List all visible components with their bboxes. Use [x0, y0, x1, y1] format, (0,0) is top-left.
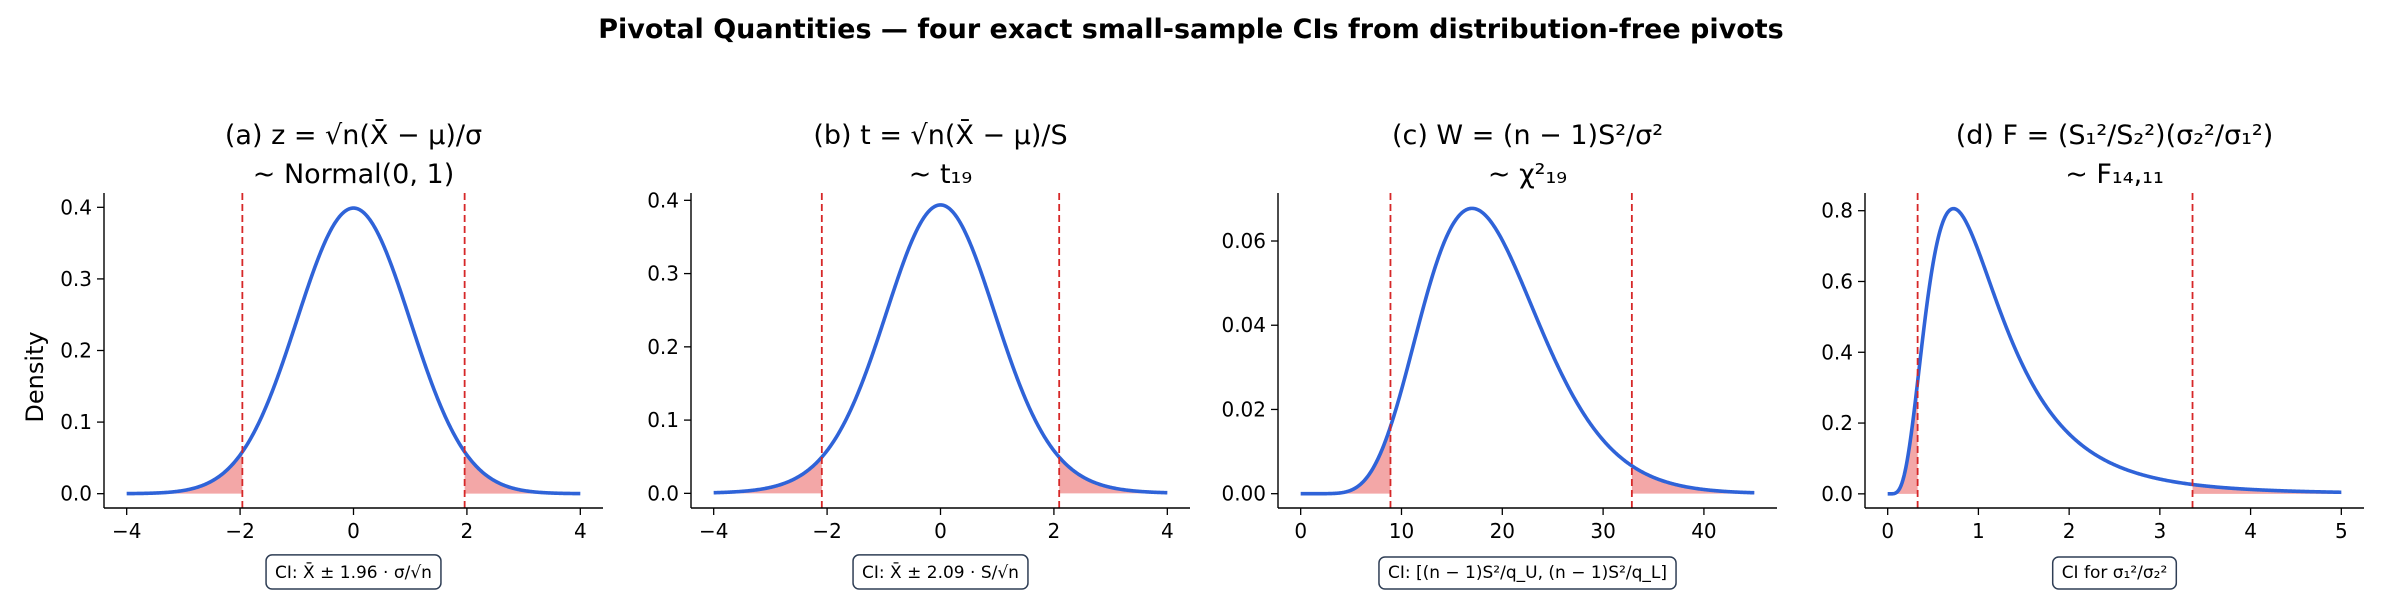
panel-distribution-a: ~ Normal(0, 1) [253, 159, 455, 190]
right-tail-area [1059, 457, 1168, 494]
x-tick-label: 3 [2153, 519, 2166, 543]
ci-caption-d: CI for σ₁²/σ₂² [2062, 563, 2168, 583]
y-tick-label: 0.0 [60, 482, 92, 506]
density-curve [712, 203, 1169, 495]
panel-c: (c) W = (n − 1)S²/σ² ~ χ²₁₉ 0 10 20 30 40 0.00 0… [1221, 120, 1777, 590]
y-tick-label: 0.0 [647, 481, 679, 505]
density-curve [1886, 206, 2343, 496]
y-tick-label: 0.0 [1821, 482, 1853, 506]
ci-caption-box-b [852, 554, 1029, 590]
ci-caption-box-d [2051, 556, 2178, 590]
panel-title-a: (a) z = √n(X̄ − μ)/σ [225, 119, 482, 151]
y-tick-label: 0.4 [1821, 340, 1853, 364]
y-tick-label: 0.2 [1821, 411, 1853, 435]
x-tick-label: 2 [461, 519, 474, 543]
x-tick-label: −4 [699, 519, 728, 543]
y-axis-label: Density [21, 331, 49, 422]
panel-title-c: (c) W = (n − 1)S²/σ² [1392, 120, 1663, 151]
y-tick-label: 0.2 [60, 339, 92, 363]
panel-d: (d) F = (S₁²/S₂²)(σ₂²/σ₁²) ~ F₁₄,₁₁ 0 1 2 3 4 5… [1821, 120, 2364, 590]
density-curve [1299, 206, 1756, 496]
x-tick-label: 30 [1590, 519, 1615, 543]
y-tick-label: 0.00 [1221, 482, 1266, 506]
panel-a: (a) z = √n(X̄ − μ)/σ ~ Normal(0, 1) −4 −2 0 2… [60, 119, 603, 590]
x-tick-label: 10 [1389, 519, 1414, 543]
x-tick-label: 2 [1048, 519, 1061, 543]
y-tick-label: 0.2 [647, 335, 679, 359]
x-tick-label: 0 [934, 519, 947, 543]
right-tail-area [1631, 465, 1755, 494]
y-tick-label: 0.4 [647, 188, 679, 212]
x-tick-label: 0 [1294, 519, 1307, 543]
panel-distribution-d: ~ F₁₄,₁₁ [2065, 159, 2164, 190]
y-tick-label: 0.8 [1821, 199, 1853, 223]
panel-title-d: (d) F = (S₁²/S₂²)(σ₂²/σ₁²) [1956, 120, 2274, 151]
x-tick-label: 4 [1161, 519, 1174, 543]
x-tick-label: −2 [812, 519, 841, 543]
y-tick-label: 0.02 [1221, 397, 1266, 421]
panel-distribution-b: ~ t₁₉ [909, 159, 972, 190]
left-tail-area [126, 451, 243, 494]
panel-b: (b) t = √n(X̄ − μ)/S ~ t₁₉ −4 −2 0 2 4 0.0 0.1 0.… [647, 119, 1190, 590]
y-tick-label: 0.1 [60, 410, 92, 434]
x-tick-label: 1 [1972, 519, 1985, 543]
x-tick-label: 4 [2244, 519, 2257, 543]
y-tick-label: 0.4 [60, 195, 92, 219]
x-tick-label: 2 [2063, 519, 2076, 543]
ci-caption-b: CI: X̄ ± 2.09 · S/√n [862, 561, 1019, 583]
right-tail-area [464, 451, 581, 494]
y-tick-label: 0.6 [1821, 269, 1853, 293]
x-tick-label: 40 [1691, 519, 1716, 543]
y-tick-label: 0.06 [1221, 229, 1266, 253]
x-tick-label: 4 [574, 519, 587, 543]
y-tick-label: 0.1 [647, 408, 679, 432]
x-tick-label: −4 [112, 519, 141, 543]
ci-caption-box-c [1378, 556, 1677, 590]
y-tick-label: 0.3 [60, 267, 92, 291]
left-tail-area [713, 457, 822, 494]
panel-title-b: (b) t = √n(X̄ − μ)/S [813, 119, 1067, 151]
y-tick-label: 0.04 [1221, 313, 1266, 337]
ci-caption-c: CI: [(n − 1)S²/q_U, (n − 1)S²/q_L] [1388, 563, 1667, 583]
x-tick-label: 0 [347, 519, 360, 543]
x-tick-label: −2 [225, 519, 254, 543]
left-tail-area [1887, 381, 1918, 494]
x-tick-label: 5 [2335, 519, 2348, 543]
ci-caption-box-a [265, 554, 442, 590]
figure-title: Pivotal Quantities — four exact small-sa… [598, 14, 1784, 45]
panel-distribution-c: ~ χ²₁₉ [1488, 159, 1567, 190]
y-tick-label: 0.3 [647, 262, 679, 286]
ci-caption-a: CI: X̄ ± 1.96 · σ/√n [275, 561, 432, 583]
x-tick-label: 20 [1490, 519, 1515, 543]
x-tick-label: 0 [1881, 519, 1894, 543]
density-curve [125, 206, 582, 496]
